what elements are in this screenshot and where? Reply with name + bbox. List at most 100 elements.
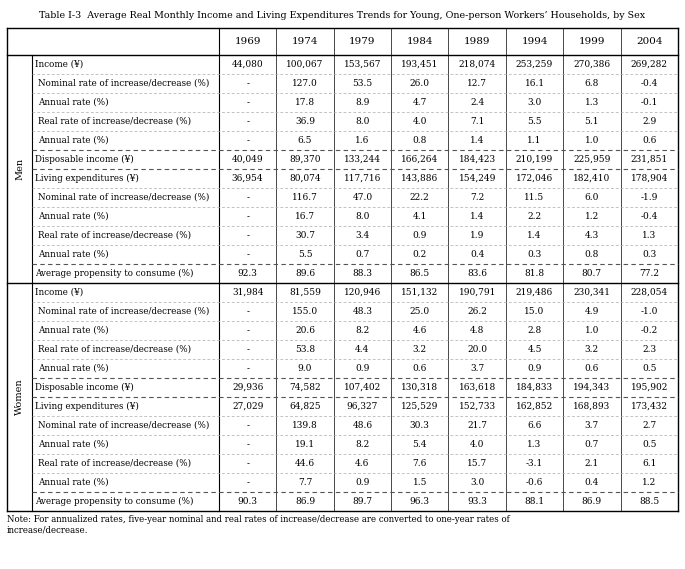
Text: 2.2: 2.2 bbox=[527, 212, 542, 221]
Text: 3.0: 3.0 bbox=[527, 98, 542, 107]
Text: 3.7: 3.7 bbox=[470, 364, 484, 373]
Text: 80,074: 80,074 bbox=[289, 174, 321, 183]
Text: Average propensity to consume (%): Average propensity to consume (%) bbox=[35, 269, 193, 278]
Text: 0.9: 0.9 bbox=[356, 478, 370, 487]
Text: 162,852: 162,852 bbox=[516, 402, 553, 411]
Text: 96,327: 96,327 bbox=[347, 402, 378, 411]
Text: Living expenditures (¥): Living expenditures (¥) bbox=[35, 402, 139, 411]
Text: 133,244: 133,244 bbox=[344, 155, 381, 164]
Text: 219,486: 219,486 bbox=[516, 288, 553, 297]
Text: 194,343: 194,343 bbox=[573, 383, 610, 392]
Text: 0.8: 0.8 bbox=[585, 250, 599, 259]
Text: 166,264: 166,264 bbox=[401, 155, 438, 164]
Text: 0.9: 0.9 bbox=[356, 364, 370, 373]
Text: -: - bbox=[246, 364, 249, 373]
Text: 21.7: 21.7 bbox=[467, 421, 487, 430]
Text: 153,567: 153,567 bbox=[344, 60, 381, 69]
Text: 80.7: 80.7 bbox=[582, 269, 602, 278]
Text: 151,132: 151,132 bbox=[401, 288, 438, 297]
Text: 19.1: 19.1 bbox=[295, 440, 315, 449]
Text: 3.4: 3.4 bbox=[356, 231, 370, 240]
Text: Nominal rate of increase/decrease (%): Nominal rate of increase/decrease (%) bbox=[38, 307, 210, 316]
Text: 0.4: 0.4 bbox=[585, 478, 599, 487]
Text: Real rate of increase/decrease (%): Real rate of increase/decrease (%) bbox=[38, 117, 191, 126]
Text: 81,559: 81,559 bbox=[289, 288, 321, 297]
Text: 190,791: 190,791 bbox=[458, 288, 496, 297]
Text: -0.4: -0.4 bbox=[640, 79, 658, 88]
Text: 0.4: 0.4 bbox=[470, 250, 484, 259]
Text: 1.4: 1.4 bbox=[527, 231, 542, 240]
Text: 4.1: 4.1 bbox=[412, 212, 427, 221]
Text: 218,074: 218,074 bbox=[458, 60, 496, 69]
Text: Annual rate (%): Annual rate (%) bbox=[38, 478, 109, 487]
Text: Women: Women bbox=[15, 379, 24, 415]
Text: Note: For annualized rates, five-year nominal and real rates of increase/decreas: Note: For annualized rates, five-year no… bbox=[7, 515, 510, 534]
Text: 1.9: 1.9 bbox=[470, 231, 484, 240]
Text: 127.0: 127.0 bbox=[292, 79, 318, 88]
Text: 53.8: 53.8 bbox=[295, 345, 315, 354]
Text: 5.1: 5.1 bbox=[585, 117, 599, 126]
Text: 6.8: 6.8 bbox=[585, 79, 599, 88]
Text: 3.2: 3.2 bbox=[413, 345, 427, 354]
Text: -: - bbox=[246, 307, 249, 316]
Text: 89,370: 89,370 bbox=[289, 155, 321, 164]
Text: -0.2: -0.2 bbox=[640, 326, 658, 335]
Text: 163,618: 163,618 bbox=[458, 383, 496, 392]
Text: 0.9: 0.9 bbox=[527, 364, 542, 373]
Text: 44.6: 44.6 bbox=[295, 459, 315, 468]
Text: Annual rate (%): Annual rate (%) bbox=[38, 98, 109, 107]
Text: 1994: 1994 bbox=[521, 37, 548, 46]
Text: 230,341: 230,341 bbox=[573, 288, 610, 297]
Text: 253,259: 253,259 bbox=[516, 60, 553, 69]
Text: 0.2: 0.2 bbox=[412, 250, 427, 259]
Text: 1.4: 1.4 bbox=[470, 212, 484, 221]
Text: 8.9: 8.9 bbox=[356, 98, 370, 107]
Text: 1.2: 1.2 bbox=[642, 478, 656, 487]
Text: 6.6: 6.6 bbox=[527, 421, 542, 430]
Text: 86.5: 86.5 bbox=[410, 269, 430, 278]
Text: 44,080: 44,080 bbox=[232, 60, 264, 69]
Text: -1.9: -1.9 bbox=[640, 193, 658, 202]
Text: 29,936: 29,936 bbox=[232, 383, 263, 392]
Text: 125,529: 125,529 bbox=[401, 402, 438, 411]
Text: 74,582: 74,582 bbox=[289, 383, 321, 392]
Text: 231,851: 231,851 bbox=[631, 155, 668, 164]
Text: Disposable income (¥): Disposable income (¥) bbox=[35, 383, 134, 392]
Text: 195,902: 195,902 bbox=[631, 383, 668, 392]
Text: 90.3: 90.3 bbox=[238, 497, 258, 506]
Text: 0.7: 0.7 bbox=[585, 440, 599, 449]
Text: 1.3: 1.3 bbox=[585, 98, 599, 107]
Text: 12.7: 12.7 bbox=[467, 79, 487, 88]
Text: -3.1: -3.1 bbox=[526, 459, 543, 468]
Text: -: - bbox=[246, 345, 249, 354]
Text: -: - bbox=[246, 421, 249, 430]
Text: 4.6: 4.6 bbox=[356, 459, 370, 468]
Text: 7.1: 7.1 bbox=[470, 117, 484, 126]
Text: 4.5: 4.5 bbox=[527, 345, 542, 354]
Text: 155.0: 155.0 bbox=[292, 307, 318, 316]
Text: Annual rate (%): Annual rate (%) bbox=[38, 440, 109, 449]
Text: 48.3: 48.3 bbox=[353, 307, 373, 316]
Text: 8.0: 8.0 bbox=[356, 212, 370, 221]
Text: 0.5: 0.5 bbox=[642, 364, 656, 373]
Text: -: - bbox=[246, 212, 249, 221]
Text: Real rate of increase/decrease (%): Real rate of increase/decrease (%) bbox=[38, 231, 191, 240]
Text: 4.3: 4.3 bbox=[585, 231, 599, 240]
Text: 1.2: 1.2 bbox=[585, 212, 599, 221]
Text: 2.4: 2.4 bbox=[470, 98, 484, 107]
Text: 16.7: 16.7 bbox=[295, 212, 315, 221]
Text: 2.9: 2.9 bbox=[642, 117, 656, 126]
Text: 40,049: 40,049 bbox=[232, 155, 264, 164]
Text: 1.1: 1.1 bbox=[527, 136, 542, 145]
Text: 3.2: 3.2 bbox=[585, 345, 599, 354]
Text: 3.7: 3.7 bbox=[585, 421, 599, 430]
Text: 0.9: 0.9 bbox=[412, 231, 427, 240]
Text: 27,029: 27,029 bbox=[232, 402, 263, 411]
Text: -: - bbox=[246, 459, 249, 468]
Text: 2.7: 2.7 bbox=[642, 421, 656, 430]
Text: 89.6: 89.6 bbox=[295, 269, 315, 278]
Text: Living expenditures (¥): Living expenditures (¥) bbox=[35, 174, 139, 183]
Text: 22.2: 22.2 bbox=[410, 193, 429, 202]
Text: 3.0: 3.0 bbox=[470, 478, 484, 487]
Text: 36.9: 36.9 bbox=[295, 117, 315, 126]
